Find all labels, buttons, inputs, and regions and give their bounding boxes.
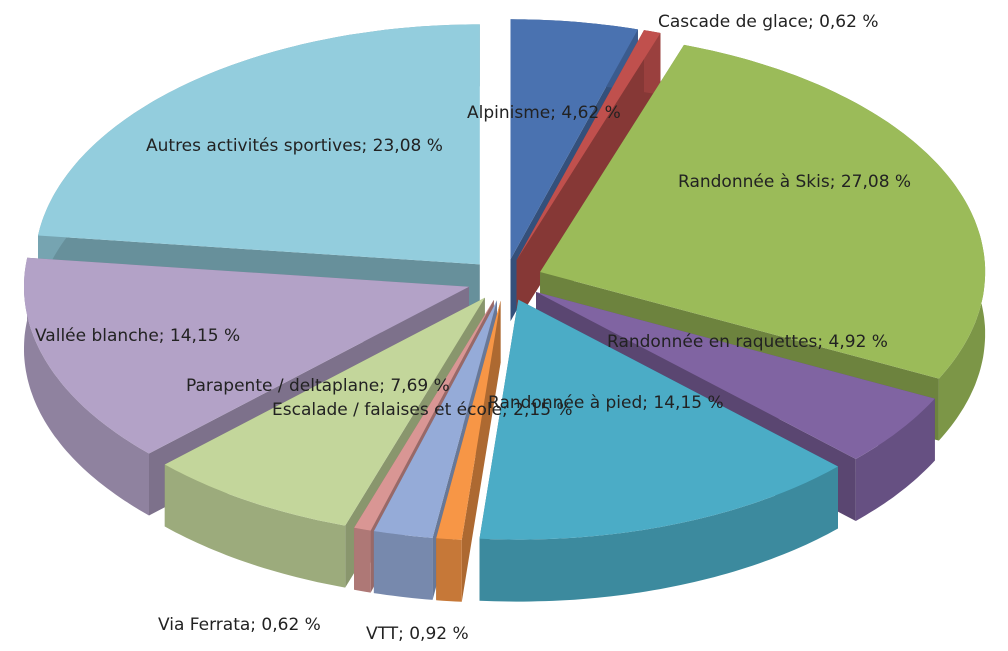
slice-wall (373, 531, 433, 600)
slice-top (354, 300, 494, 531)
slice-top (510, 19, 638, 260)
slice-top (536, 292, 935, 459)
slice-side (516, 33, 661, 323)
slice (516, 30, 661, 323)
data-label: Parapente / deltaplane; 7,69 % (186, 376, 450, 396)
slice-wall (436, 538, 462, 602)
data-label: Randonnée à Skis; 27,08 % (678, 172, 911, 192)
slice-top (540, 44, 986, 379)
slice-top (24, 257, 469, 454)
slice-top (373, 300, 497, 538)
slice-wall (354, 527, 371, 593)
data-label: VTT; 0,92 % (366, 624, 469, 644)
data-label: Autres activités sportives; 23,08 % (146, 136, 443, 156)
slice-wall (479, 466, 838, 602)
data-label: Cascade de glace; 0,62 % (658, 12, 879, 32)
data-label: Vallée blanche; 14,15 % (35, 326, 240, 346)
slice-top (516, 30, 661, 261)
data-label: Via Ferrata; 0,62 % (158, 615, 321, 635)
slice-top (479, 299, 838, 540)
slice-wall (164, 464, 346, 588)
slice-top (38, 24, 480, 265)
slice-top (436, 300, 501, 540)
slice (436, 300, 501, 602)
data-label: Randonnée en raquettes; 4,92 % (607, 332, 888, 352)
data-label: Randonnée à pied; 14,15 % (488, 393, 724, 413)
data-label: Alpinisme; 4,62 % (467, 103, 621, 123)
slice-wall (24, 257, 149, 516)
slice-top (164, 297, 485, 526)
slice-wall (855, 398, 935, 521)
data-label: Escalade / falaises et école; 2,15 % (272, 400, 573, 420)
slice (479, 299, 838, 602)
